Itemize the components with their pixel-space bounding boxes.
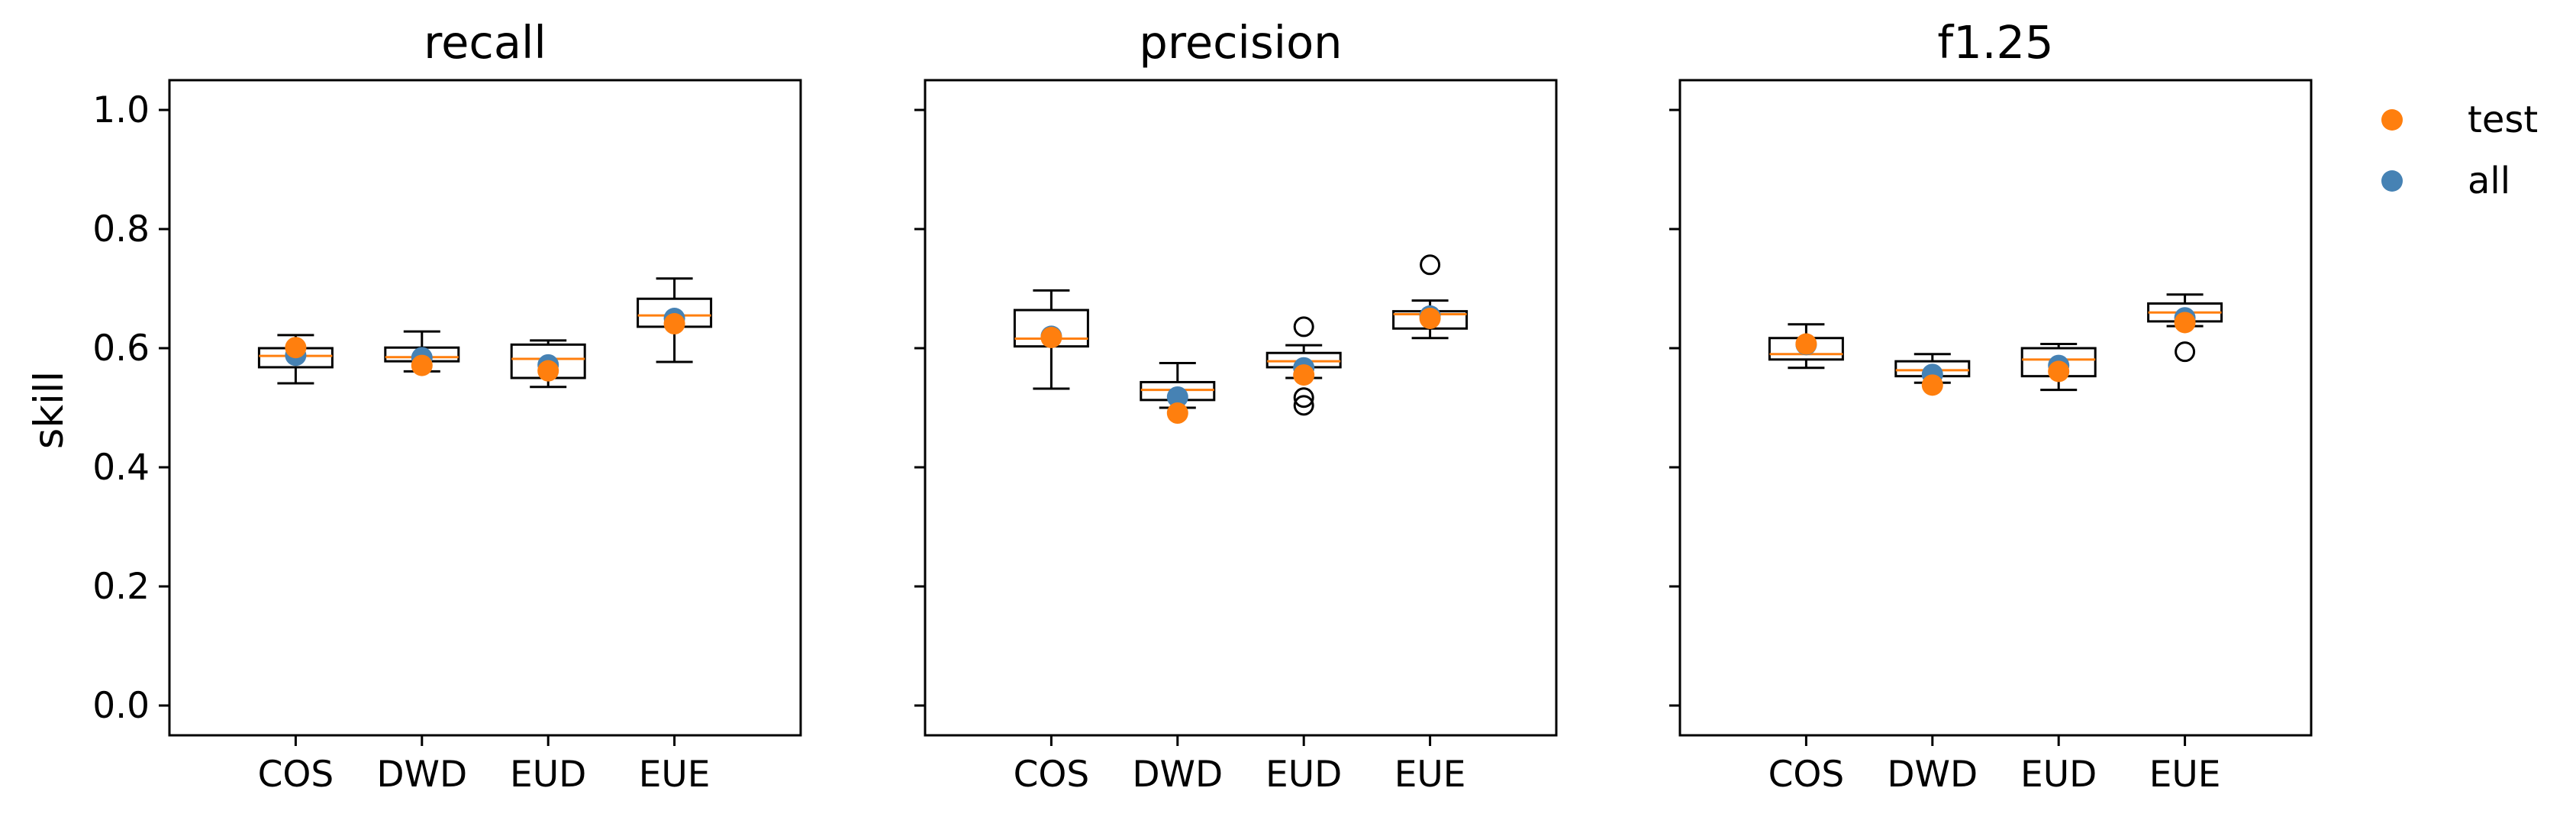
x-tick-label: DWD: [1132, 754, 1223, 796]
y-tick-label: 0.4: [92, 447, 150, 489]
legend-marker-all: [2381, 170, 2403, 192]
test-point: [663, 313, 685, 335]
x-tick-label: DWD: [376, 754, 467, 796]
legend: test all: [2381, 98, 2538, 202]
box-DWD: [1140, 362, 1216, 425]
box-EUE: [1392, 254, 1469, 340]
x-tick-label: COS: [1014, 754, 1090, 796]
x-tick-label: EUE: [1394, 754, 1466, 796]
test-point: [537, 360, 559, 382]
outlier-point: [1293, 316, 1314, 337]
axes-frame: [168, 79, 802, 737]
panel-precision: precision COS DWD EUD EUE: [914, 16, 1558, 796]
panel-title: recall: [424, 16, 546, 69]
y-tick-label: 0.0: [92, 685, 150, 727]
panel-title: precision: [1139, 16, 1342, 69]
x-tick-label: EUD: [510, 754, 586, 796]
x-tick-label: COS: [258, 754, 334, 796]
test-point: [285, 337, 307, 359]
test-point: [1293, 364, 1315, 386]
box-COS: [1013, 289, 1089, 390]
box-COS: [257, 334, 334, 385]
box-COS: [1768, 323, 1844, 370]
x-tick-label: COS: [1768, 754, 1845, 796]
x-tick-label: DWD: [1887, 754, 1978, 796]
box-EUE: [2147, 293, 2223, 363]
legend-label-test: test: [2468, 98, 2538, 141]
panel-recall: recall 0.0 0.2 0.4 0.6 0.8 1.0 COS DWD EUD EUE: [92, 16, 802, 796]
test-point: [1166, 402, 1188, 425]
test-point: [1419, 308, 1441, 329]
legend-marker-test: [2381, 109, 2403, 131]
x-tick-label: EUD: [1265, 754, 1342, 796]
y-tick-label: 0.8: [92, 208, 150, 250]
box-EUE: [637, 277, 713, 363]
outlier-point: [2175, 341, 2196, 363]
box-EUD: [1265, 316, 1342, 416]
test-point: [1040, 326, 1062, 348]
test-point: [2048, 360, 2070, 383]
outlier-point: [1293, 395, 1314, 416]
legend-label-all: all: [2468, 160, 2510, 202]
panel-f1.25: f1.25 COS DWD EUD EUE: [1669, 16, 2313, 796]
test-point: [1795, 333, 1817, 355]
test-point: [411, 354, 433, 376]
test-point: [2174, 312, 2196, 334]
box-EUD: [2020, 343, 2097, 392]
box-DWD: [1894, 353, 1971, 396]
all-point: [1166, 386, 1188, 408]
y-axis-label: skill: [26, 371, 73, 449]
y-tick-label: 0.2: [92, 566, 150, 608]
axes-frame: [924, 79, 1558, 737]
y-tick-label: 0.6: [92, 328, 150, 370]
y-tick-label: 1.0: [92, 89, 150, 131]
box-EUD: [510, 339, 586, 389]
axes-frame: [1678, 79, 2313, 737]
x-tick-label: EUE: [639, 754, 711, 796]
outlier-point: [1420, 254, 1441, 276]
outlier-point: [1293, 387, 1314, 408]
x-tick-label: EUE: [2149, 754, 2221, 796]
box-DWD: [384, 330, 460, 376]
x-tick-label: EUD: [2020, 754, 2097, 796]
test-point: [1921, 374, 1943, 396]
panel-title: f1.25: [1937, 16, 2053, 69]
